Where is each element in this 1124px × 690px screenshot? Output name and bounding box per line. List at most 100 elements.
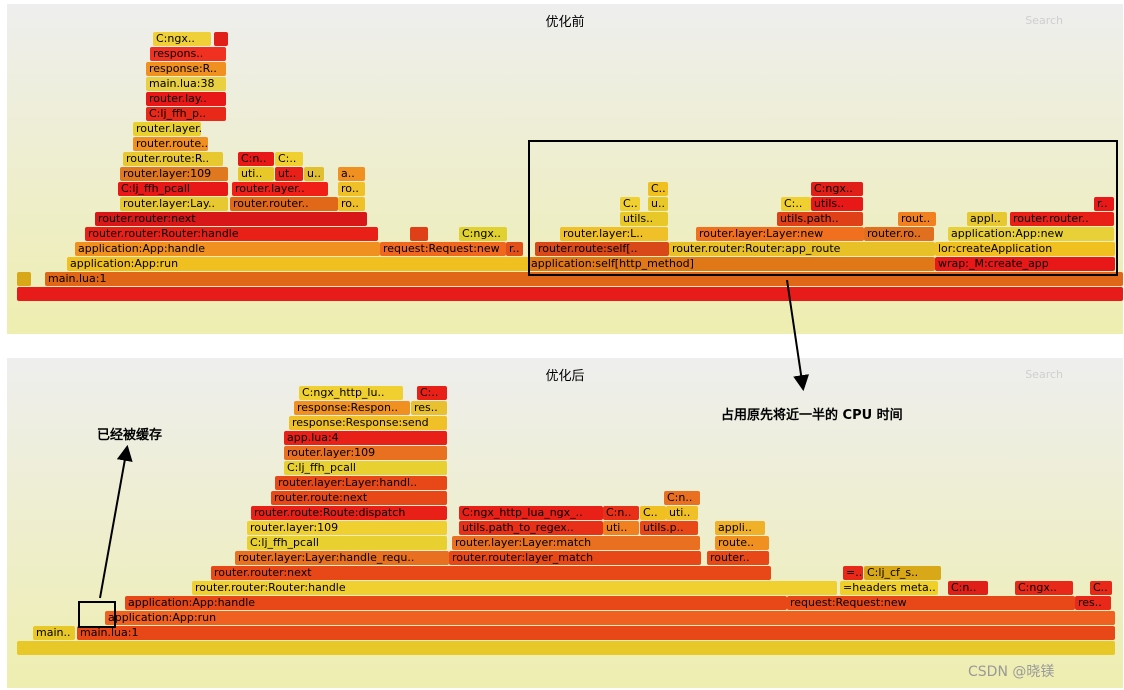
- flame-frame[interactable]: request:Request:new: [787, 596, 1075, 610]
- flame-frame[interactable]: C:..: [781, 197, 811, 211]
- flame-frame[interactable]: router.route..: [133, 137, 208, 151]
- flame-frame[interactable]: router.lay..: [146, 92, 226, 106]
- flame-frame[interactable]: C:..: [275, 152, 303, 166]
- flame-frame[interactable]: router.layer..: [232, 182, 328, 196]
- flame-frame[interactable]: u..: [304, 167, 324, 181]
- flame-frame[interactable]: [17, 641, 1115, 655]
- flame-frame[interactable]: router.layer:Layer:new: [696, 227, 864, 241]
- flame-frame[interactable]: router.router:Router:handle: [85, 227, 378, 241]
- flame-frame[interactable]: response:R..: [146, 62, 226, 76]
- flame-frame[interactable]: response:Respon..: [294, 401, 410, 415]
- search-link-before[interactable]: Search: [1025, 14, 1063, 27]
- flame-frame[interactable]: main.lua:1: [77, 626, 1115, 640]
- flame-frame[interactable]: application:App:new: [948, 227, 1114, 241]
- flame-frame[interactable]: ut..: [275, 167, 303, 181]
- flame-frame[interactable]: respons..: [150, 47, 226, 61]
- flame-frame[interactable]: [214, 32, 228, 46]
- flame-frame[interactable]: uti..: [238, 167, 274, 181]
- flame-frame[interactable]: =headers meta..: [840, 581, 938, 595]
- flame-frame[interactable]: ro..: [338, 197, 365, 211]
- flame-frame[interactable]: =..: [843, 566, 863, 580]
- flame-frame[interactable]: router.router:Router:handle: [192, 581, 837, 595]
- flame-frame[interactable]: router.route:Route:dispatch: [251, 506, 447, 520]
- flame-frame[interactable]: C:..: [417, 386, 447, 400]
- flame-frame[interactable]: router..: [707, 551, 769, 565]
- flame-frame[interactable]: router.ro..: [864, 227, 934, 241]
- flame-frame[interactable]: C:lj_ffh_pcall: [247, 536, 447, 550]
- flame-frame[interactable]: C:n..: [238, 152, 274, 166]
- flame-frame[interactable]: wrap:_M:create_app: [935, 257, 1115, 271]
- flame-frame[interactable]: router.layer:109: [247, 521, 447, 535]
- flame-frame[interactable]: a..: [338, 167, 365, 181]
- flame-frame[interactable]: router.router..: [1010, 212, 1114, 226]
- flame-frame[interactable]: utils..: [620, 212, 668, 226]
- flame-frame[interactable]: router.layer:Layer:match: [452, 536, 700, 550]
- flame-frame[interactable]: router.layer..: [133, 122, 201, 136]
- flame-frame[interactable]: router.layer:L..: [560, 227, 668, 241]
- flame-frame[interactable]: router.route:next: [271, 491, 447, 505]
- flame-frame[interactable]: utils.p..: [640, 521, 698, 535]
- flame-frame[interactable]: router.router:Router:app_route: [669, 242, 935, 256]
- flame-frame[interactable]: app.lua:4: [284, 431, 447, 445]
- flame-frame[interactable]: uti..: [666, 506, 698, 520]
- flame-frame[interactable]: C..: [1090, 581, 1112, 595]
- flame-frame[interactable]: C..: [640, 506, 666, 520]
- flame-frame[interactable]: C:n..: [603, 506, 639, 520]
- flame-frame[interactable]: application:App:run: [67, 257, 534, 271]
- flame-frame[interactable]: uti..: [603, 521, 639, 535]
- flame-frame[interactable]: res..: [1075, 596, 1111, 610]
- flame-frame[interactable]: C:lj_ffh_pcall: [284, 461, 447, 475]
- flame-frame[interactable]: utils.path..: [777, 212, 863, 226]
- panel-title-before: 优化前: [545, 15, 585, 30]
- flame-frame[interactable]: utils.path_to_regex..: [459, 521, 603, 535]
- flame-frame[interactable]: C:ngx..: [1015, 581, 1073, 595]
- flame-frame[interactable]: router.layer:109: [120, 167, 228, 181]
- flame-frame[interactable]: ro..: [338, 182, 365, 196]
- flame-frame[interactable]: [17, 272, 31, 286]
- flame-frame[interactable]: r..: [1094, 197, 1114, 211]
- flame-frame[interactable]: router.router:next: [211, 566, 771, 580]
- flame-frame[interactable]: C:ngx..: [811, 182, 863, 196]
- flame-frame[interactable]: router.route:self[..: [535, 242, 669, 256]
- flame-frame[interactable]: C:lj_ffh_p..: [146, 107, 226, 121]
- flame-frame[interactable]: C:n..: [664, 491, 700, 505]
- flame-frame[interactable]: application:App:handle: [75, 242, 380, 256]
- flame-frame[interactable]: rout..: [898, 212, 936, 226]
- flame-frame[interactable]: [17, 287, 1123, 301]
- flame-frame[interactable]: response:Response:send: [289, 416, 447, 430]
- flame-frame[interactable]: router.layer:Lay..: [120, 197, 228, 211]
- flame-frame[interactable]: C:lj_ffh_pcall: [118, 182, 228, 196]
- flame-frame[interactable]: router.layer:Layer:handl..: [275, 476, 447, 490]
- search-link-after[interactable]: Search: [1025, 368, 1063, 381]
- flame-frame[interactable]: lor:createApplication: [935, 242, 1115, 256]
- flame-frame[interactable]: router.router:layer_match: [449, 551, 701, 565]
- flame-frame[interactable]: appl..: [967, 212, 1007, 226]
- flame-frame[interactable]: C..: [648, 182, 668, 196]
- flame-frame[interactable]: route..: [715, 536, 769, 550]
- flame-frame[interactable]: [410, 227, 428, 241]
- flame-frame[interactable]: application:App:handle: [125, 596, 787, 610]
- flame-frame[interactable]: router.layer:109: [284, 446, 447, 460]
- flame-frame[interactable]: router.route:R..: [123, 152, 223, 166]
- flame-frame[interactable]: C:lj_cf_s..: [864, 566, 941, 580]
- flame-frame[interactable]: C:ngx_http_lua_ngx_..: [459, 506, 603, 520]
- flame-frame[interactable]: router.layer:Layer:handle_requ..: [235, 551, 449, 565]
- flame-frame[interactable]: C:ngx..: [153, 32, 211, 46]
- flame-frame[interactable]: main.lua:38: [146, 77, 226, 91]
- flame-frame[interactable]: C:ngx..: [459, 227, 507, 241]
- flame-frame[interactable]: router.router:next: [95, 212, 367, 226]
- flame-frame[interactable]: utils..: [811, 197, 863, 211]
- flame-frame[interactable]: C:n..: [948, 581, 988, 595]
- flame-frame[interactable]: request:Request:new: [380, 242, 506, 256]
- flame-frame[interactable]: application:self[http_method]: [528, 257, 935, 271]
- flame-frame[interactable]: r..: [506, 242, 523, 256]
- flame-frame[interactable]: main..: [33, 626, 75, 640]
- flame-frame[interactable]: u..: [648, 197, 668, 211]
- flame-frame[interactable]: res..: [411, 401, 447, 415]
- flame-frame[interactable]: appli..: [715, 521, 765, 535]
- flame-frame[interactable]: C:ngx_http_lu..: [299, 386, 403, 400]
- flame-frame[interactable]: router.router..: [230, 197, 338, 211]
- flame-frame[interactable]: C..: [620, 197, 640, 211]
- flame-frame[interactable]: application:App:run: [105, 611, 1115, 625]
